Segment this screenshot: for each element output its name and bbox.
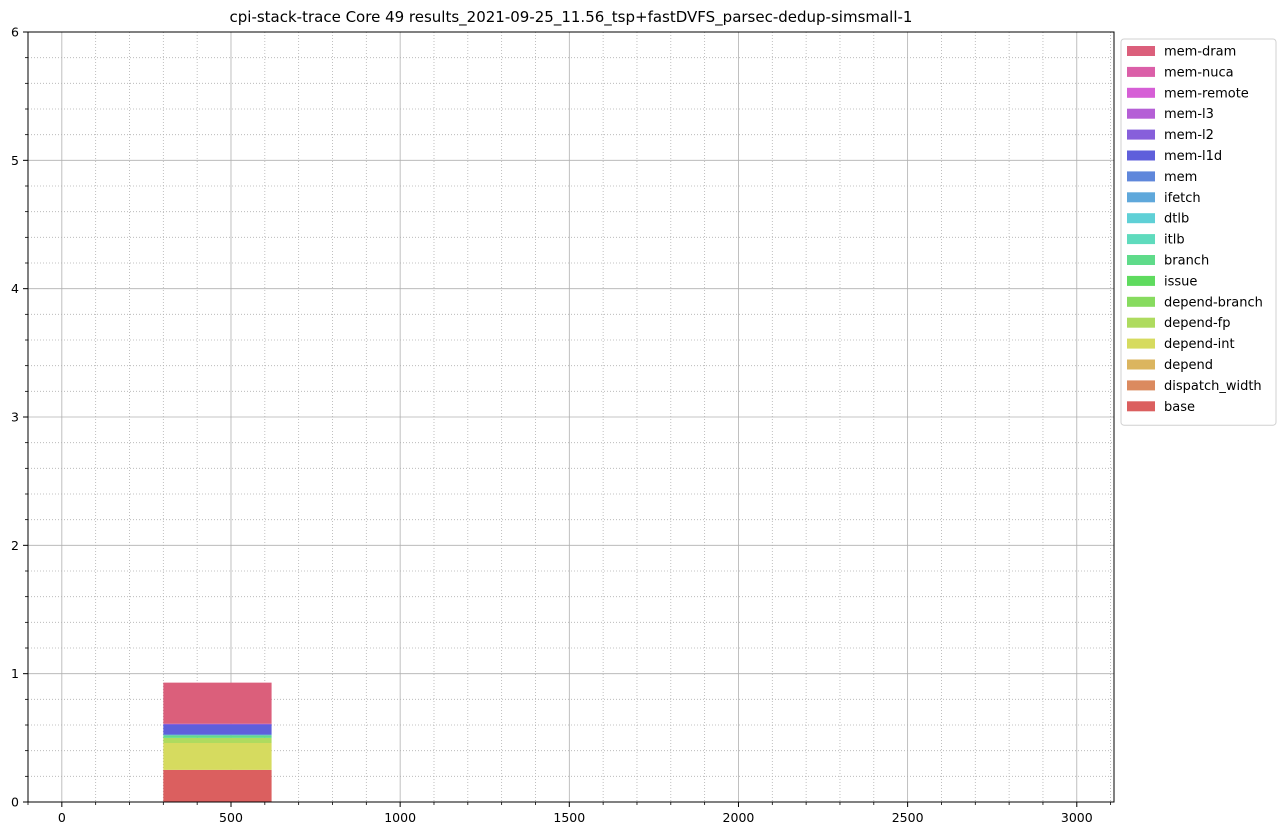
y-tick-label: 0 — [11, 795, 19, 810]
y-tick-label: 1 — [11, 666, 19, 681]
legend-label-itlb: itlb — [1164, 233, 1185, 248]
legend-swatch-itlb — [1127, 234, 1155, 245]
legend-swatch-dispatch_width — [1127, 380, 1155, 391]
legend-swatch-mem-l1d — [1127, 150, 1155, 161]
y-tick-label: 6 — [11, 25, 19, 40]
legend-label-mem: mem — [1164, 170, 1197, 185]
legend-label-mem-nuca: mem-nuca — [1164, 65, 1234, 80]
legend-swatch-base — [1127, 401, 1155, 412]
legend-label-mem-l1d: mem-l1d — [1164, 149, 1222, 164]
legend-label-dtlb: dtlb — [1164, 212, 1189, 227]
legend-swatch-mem-dram — [1127, 46, 1155, 56]
x-tick-label: 1500 — [553, 810, 585, 825]
chart-title: cpi-stack-trace Core 49 results_2021-09-… — [230, 8, 913, 27]
legend-swatch-mem-l3 — [1127, 108, 1155, 119]
area-depend-fp — [163, 737, 272, 743]
legend-label-issue: issue — [1164, 274, 1197, 289]
legend-swatch-mem-remote — [1127, 87, 1155, 98]
y-tick-label: 4 — [11, 281, 19, 296]
area-branch — [163, 735, 272, 738]
y-tick-label: 3 — [11, 410, 19, 425]
x-tick-label: 0 — [58, 810, 66, 825]
area-mem-dram — [163, 682, 272, 724]
legend-label-depend-int: depend-int — [1164, 337, 1235, 352]
legend-swatch-depend — [1127, 359, 1155, 370]
y-tick-label: 5 — [11, 153, 19, 168]
area-base — [163, 769, 272, 802]
y-tick-label: 2 — [11, 538, 19, 553]
legend-swatch-dtlb — [1127, 213, 1155, 224]
legend-swatch-mem-nuca — [1127, 66, 1155, 77]
legend-swatch-depend-branch — [1127, 296, 1155, 307]
legend-label-mem-remote: mem-remote — [1164, 86, 1249, 101]
area-depend-int — [163, 742, 272, 770]
legend-label-dispatch_width: dispatch_width — [1164, 379, 1262, 394]
legend-label-mem-l2: mem-l2 — [1164, 128, 1214, 143]
legend-swatch-mem-l2 — [1127, 129, 1155, 140]
legend-box — [1120, 38, 1277, 426]
legend-swatch-depend-fp — [1127, 317, 1155, 328]
area-mem-l1d — [163, 725, 272, 734]
legend-swatch-branch — [1127, 255, 1155, 265]
x-tick-label: 1000 — [384, 810, 416, 825]
legend-label-mem-dram: mem-dram — [1164, 45, 1236, 60]
legend-swatch-issue — [1127, 275, 1155, 286]
legend-label-ifetch: ifetch — [1164, 191, 1201, 206]
x-tick-label: 2000 — [723, 810, 755, 825]
legend-swatch-ifetch — [1127, 192, 1155, 203]
stacked-areas — [163, 682, 272, 802]
x-tick-label: 2500 — [892, 810, 924, 825]
legend-label-base: base — [1164, 400, 1195, 415]
area-mem — [163, 733, 272, 736]
legend: mem-dram mem-nuca mem-remote mem-l3 mem-l2 me… — [1120, 38, 1277, 426]
legend-label-mem-l3: mem-l3 — [1164, 107, 1214, 122]
axis-ticks: 0 500 1000 1500 2000 2500 3000 0 1 2 3 4 5 6 — [11, 25, 1112, 825]
legend-label-depend-branch: depend-branch — [1164, 295, 1263, 310]
x-tick-label: 3000 — [1061, 810, 1093, 825]
legend-label-branch: branch — [1164, 254, 1209, 269]
x-tick-label: 500 — [219, 810, 243, 825]
legend-swatch-depend-int — [1127, 338, 1155, 349]
legend-swatch-mem — [1127, 171, 1155, 182]
legend-label-depend: depend — [1164, 358, 1213, 373]
legend-label-depend-fp: depend-fp — [1164, 316, 1231, 331]
area-mem-l2 — [163, 723, 272, 725]
